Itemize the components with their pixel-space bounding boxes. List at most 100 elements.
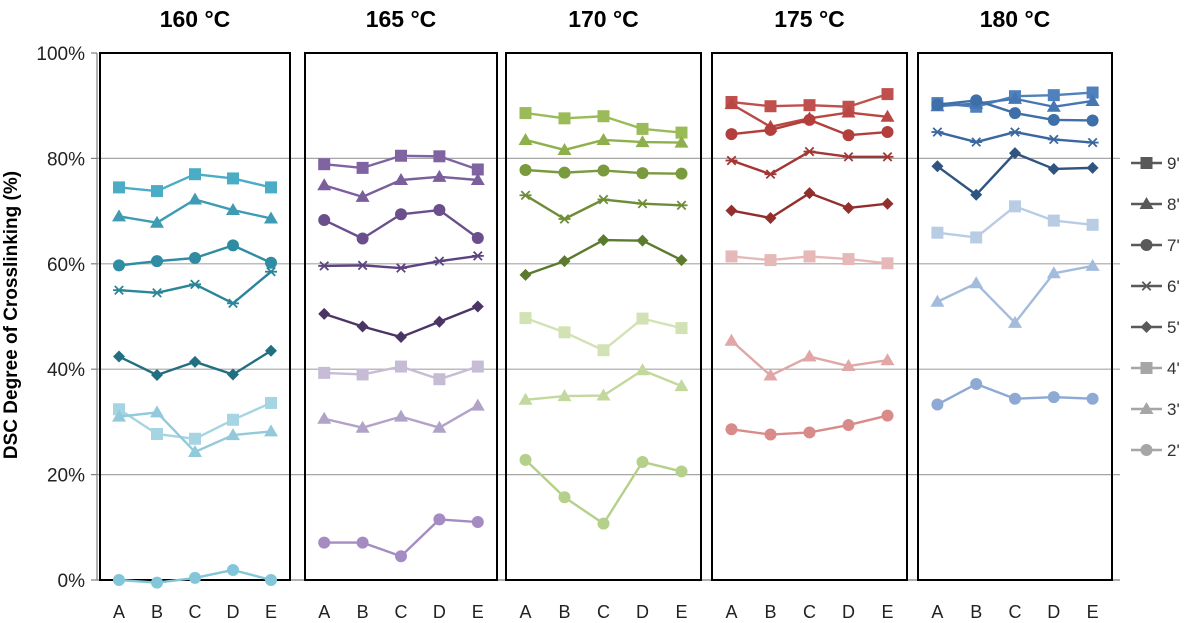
data-point [842, 201, 855, 214]
data-point [471, 516, 484, 529]
series [725, 250, 894, 270]
data-point [636, 312, 649, 325]
x-tick-label: B [764, 602, 776, 622]
data-point [1047, 162, 1060, 175]
data-point [803, 146, 816, 157]
series [112, 192, 278, 228]
data-point [930, 294, 945, 307]
data-point [597, 344, 610, 357]
legend-label: 3' [1167, 400, 1180, 419]
data-point [356, 320, 369, 333]
data-point [803, 250, 816, 263]
data-point [597, 194, 610, 205]
data-point [113, 574, 125, 586]
series [318, 149, 484, 176]
data-point [519, 163, 532, 176]
data-point [433, 513, 446, 526]
data-point [395, 550, 407, 563]
data-point [151, 287, 163, 298]
series [317, 398, 485, 433]
data-point [1086, 392, 1099, 405]
data-point [636, 167, 649, 180]
panel-title: 160 °C [160, 6, 231, 32]
data-point [113, 350, 125, 363]
data-point [596, 388, 611, 401]
series [725, 187, 894, 224]
data-point [470, 173, 485, 186]
panel-frame [304, 52, 498, 581]
series [725, 113, 894, 142]
data-point [558, 166, 571, 179]
data-point [265, 396, 277, 409]
legend-item: 3' [1131, 400, 1180, 419]
series [519, 453, 688, 530]
x-tick-label: C [1009, 602, 1022, 622]
data-point [725, 155, 738, 166]
series-line [936, 264, 1093, 325]
data-point [970, 137, 983, 147]
data-point [1047, 134, 1060, 145]
data-point [725, 250, 738, 263]
data-point [356, 161, 369, 174]
data-point [841, 359, 856, 372]
legend-label: 6' [1167, 277, 1180, 296]
panel: 165 °C A B C D E [304, 6, 498, 622]
data-point [881, 409, 894, 422]
series [930, 258, 1100, 328]
legend-label: 2' [1167, 441, 1180, 460]
legend-item: 4' [1131, 359, 1180, 378]
data-point [1008, 91, 1022, 104]
series [519, 190, 688, 224]
data-point [725, 204, 738, 217]
data-point [1009, 392, 1021, 405]
data-point [881, 88, 894, 101]
data-point [519, 312, 532, 325]
data-point [518, 132, 533, 145]
data-point [597, 517, 610, 530]
series [113, 396, 277, 445]
y-tick-label: 100% [36, 44, 85, 65]
data-point [675, 126, 688, 139]
data-point [597, 110, 610, 123]
series [318, 251, 484, 273]
data-point [970, 188, 983, 201]
x-tick-label: E [881, 602, 893, 622]
legend-item: 7' [1131, 236, 1180, 255]
data-point [675, 200, 688, 211]
data-point [471, 300, 484, 313]
x-tick-label: C [395, 602, 408, 622]
series [518, 363, 689, 405]
data-point [931, 160, 944, 173]
data-point [1047, 113, 1060, 126]
data-point [970, 94, 983, 107]
data-point [395, 331, 407, 344]
panel-title: 180 °C [980, 6, 1051, 32]
data-point [764, 428, 777, 441]
data-point [1046, 266, 1061, 279]
data-point [931, 226, 944, 239]
legend: 9' 8' 7' 6' 5' 4' 3' 2' [1131, 154, 1180, 460]
legend-marker [1140, 362, 1153, 374]
data-point [1085, 93, 1100, 106]
series-line [936, 151, 1093, 196]
y-tick-label: 40% [47, 360, 85, 381]
panel: 160 °C A B C D E [99, 6, 291, 622]
legend-marker [1140, 239, 1153, 251]
series [112, 405, 278, 457]
data-point [597, 234, 610, 247]
legend-marker [1140, 157, 1153, 169]
data-point [227, 563, 239, 576]
data-point [1086, 161, 1099, 174]
x-tick-label: D [227, 602, 240, 622]
x-tick-label: A [113, 602, 125, 622]
data-point [189, 571, 201, 584]
data-point [265, 181, 277, 194]
data-point [150, 405, 164, 418]
series [519, 163, 688, 180]
data-point [433, 204, 446, 217]
legend-label: 7' [1167, 236, 1180, 255]
data-point [1086, 114, 1099, 127]
data-point [597, 164, 610, 177]
data-point [189, 279, 201, 290]
